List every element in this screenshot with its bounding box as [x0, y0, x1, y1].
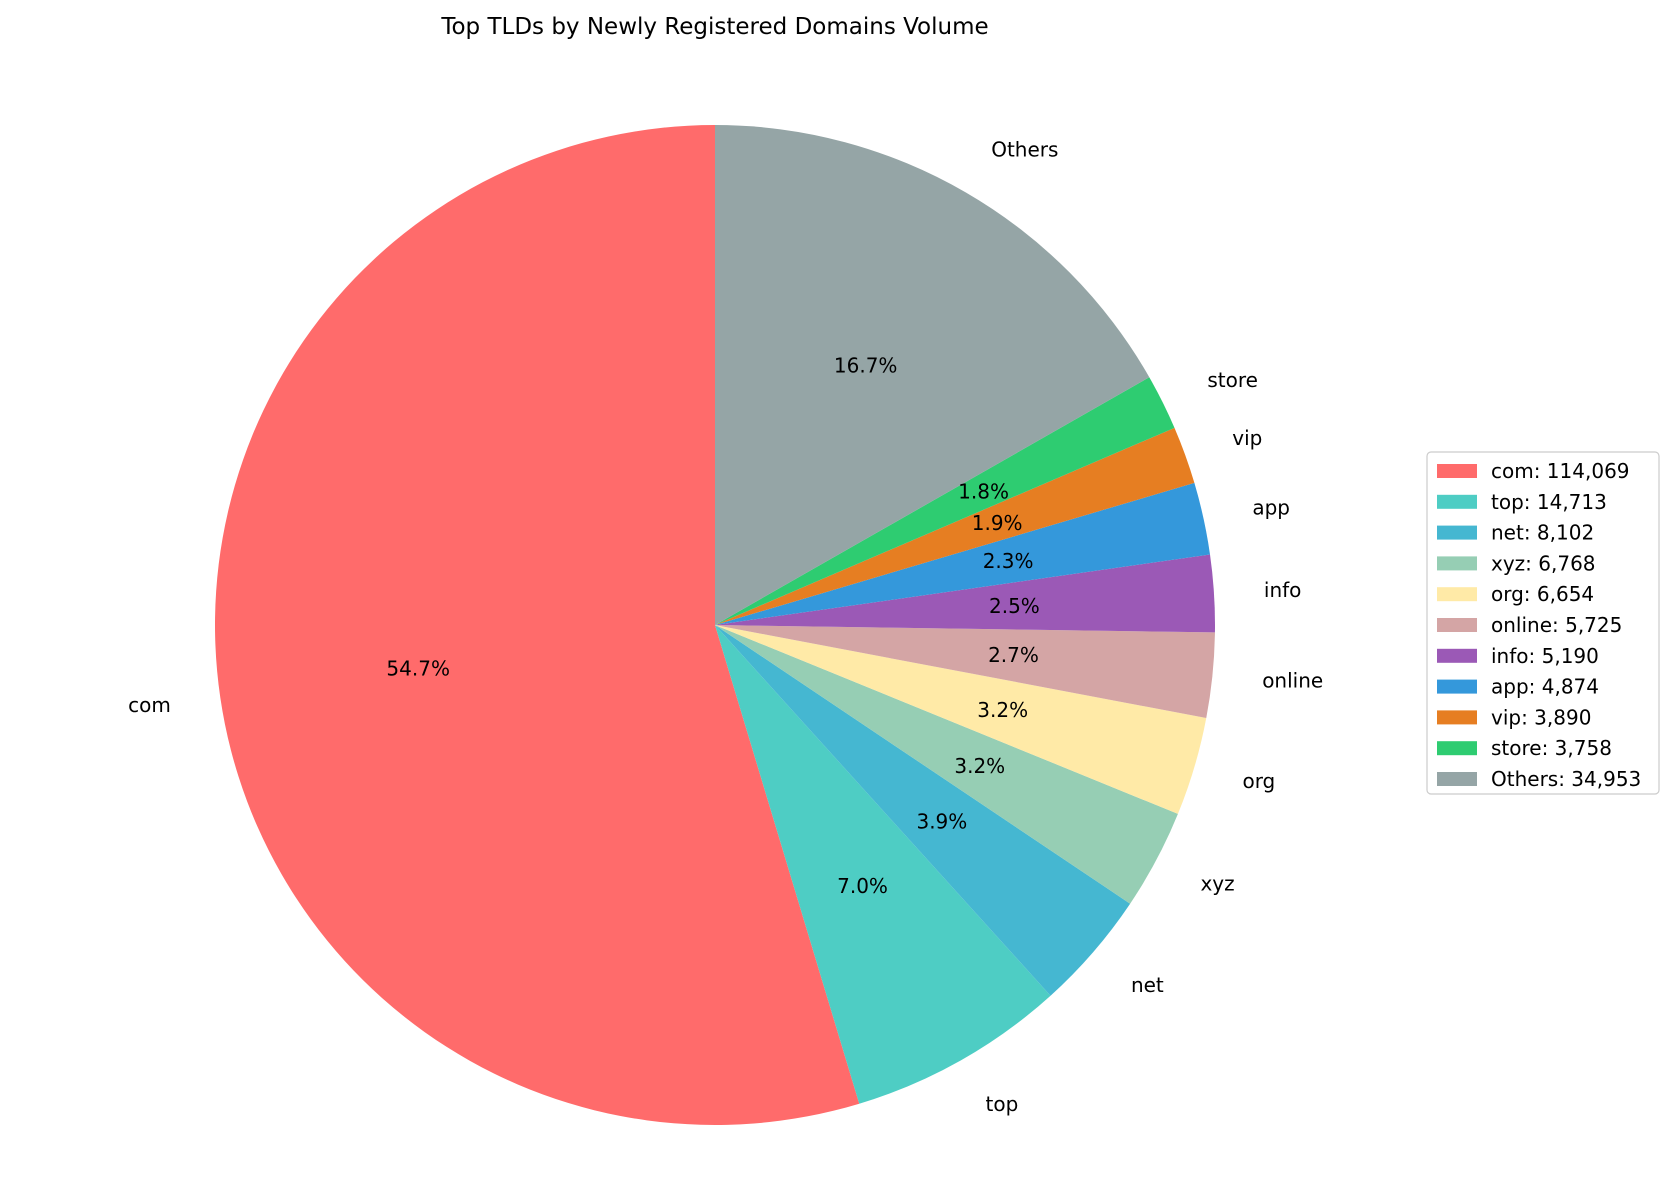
legend-frame	[1426, 451, 1660, 795]
legend-swatch-top	[1437, 494, 1477, 509]
pct-label-info: 2.5%	[989, 594, 1040, 618]
pie-slices	[215, 125, 1215, 1125]
pie-slice-app	[715, 482, 1211, 625]
legend-entry-xyz: xyz: 6,768	[1491, 551, 1596, 575]
pie-slice-com	[215, 125, 860, 1125]
slice-label-app: app	[1252, 496, 1290, 520]
pie-slice-top	[715, 625, 1051, 1104]
slice-label-top: top	[985, 1092, 1018, 1116]
legend-entry-org: org: 6,654	[1491, 582, 1594, 606]
legend-entry-others: Others: 34,953	[1491, 767, 1641, 791]
pct-label-online: 2.7%	[988, 643, 1039, 667]
pct-label-others: 16.7%	[834, 354, 898, 378]
pct-label-vip: 1.9%	[972, 511, 1023, 535]
pct-label-xyz: 3.2%	[954, 754, 1005, 778]
slice-label-xyz: xyz	[1200, 872, 1234, 896]
legend-swatch-store	[1437, 741, 1477, 756]
pie-slice-others	[715, 125, 1150, 625]
pie-slice-net	[715, 625, 1131, 996]
legend-entry-online: online: 5,725	[1491, 613, 1622, 637]
legend-swatch-vip	[1437, 710, 1477, 725]
legend-swatch-net	[1437, 525, 1477, 540]
slice-label-info: info	[1264, 578, 1302, 602]
pct-label-top: 7.0%	[837, 874, 888, 898]
pct-label-com: 54.7%	[386, 657, 450, 681]
slice-labels: com top net xyz org online info app vip store Othe…	[128, 137, 1323, 1115]
pct-label-net: 3.9%	[916, 809, 967, 833]
slice-label-vip: vip	[1232, 426, 1262, 450]
legend-swatch-com	[1437, 464, 1477, 478]
pct-label-store: 1.8%	[958, 479, 1009, 503]
legend-entry-top: top: 14,713	[1491, 490, 1607, 514]
slice-label-store: store	[1207, 368, 1258, 392]
legend-swatch-online	[1437, 618, 1477, 632]
pct-label-org: 3.2%	[977, 698, 1028, 722]
legend-entry-net: net: 8,102	[1491, 521, 1594, 545]
pie-slice-info	[715, 554, 1215, 633]
slice-label-others: Others	[991, 137, 1058, 161]
slice-label-com: com	[128, 693, 171, 717]
legend-items: com: 114,069 top: 14,713 net: 8,102 xyz: 6,…	[1437, 459, 1641, 791]
slice-label-online: online	[1262, 668, 1323, 692]
legend: com: 114,069 top: 14,713 net: 8,102 xyz: 6,…	[1426, 451, 1660, 795]
slice-label-net: net	[1131, 973, 1164, 997]
legend-swatch-org	[1437, 587, 1477, 602]
legend-entry-com: com: 114,069	[1491, 459, 1630, 483]
pie-slice-online	[715, 625, 1215, 719]
pie-slice-store	[715, 377, 1175, 625]
slice-label-org: org	[1242, 769, 1275, 793]
chart-title: Top TLDs by Newly Registered Domains Vol…	[440, 14, 988, 40]
pie-slice-xyz	[715, 625, 1178, 904]
legend-entry-app: app: 4,874	[1491, 675, 1599, 699]
legend-entry-store: store: 3,758	[1491, 736, 1612, 760]
pie-slice-org	[715, 625, 1207, 814]
legend-swatch-others	[1437, 772, 1477, 786]
pie-slice-vip	[715, 427, 1195, 625]
percentage-labels: 54.7% 7.0% 3.9% 3.2% 3.2% 2.7% 2.5% 2.3% 1.9% 1.8…	[386, 354, 1039, 899]
legend-entry-info: info: 5,190	[1491, 644, 1599, 668]
legend-entry-vip: vip: 3,890	[1491, 705, 1591, 729]
legend-swatch-app	[1437, 679, 1477, 694]
pct-label-app: 2.3%	[983, 549, 1034, 573]
legend-swatch-xyz	[1437, 556, 1477, 571]
legend-swatch-info	[1437, 648, 1477, 663]
